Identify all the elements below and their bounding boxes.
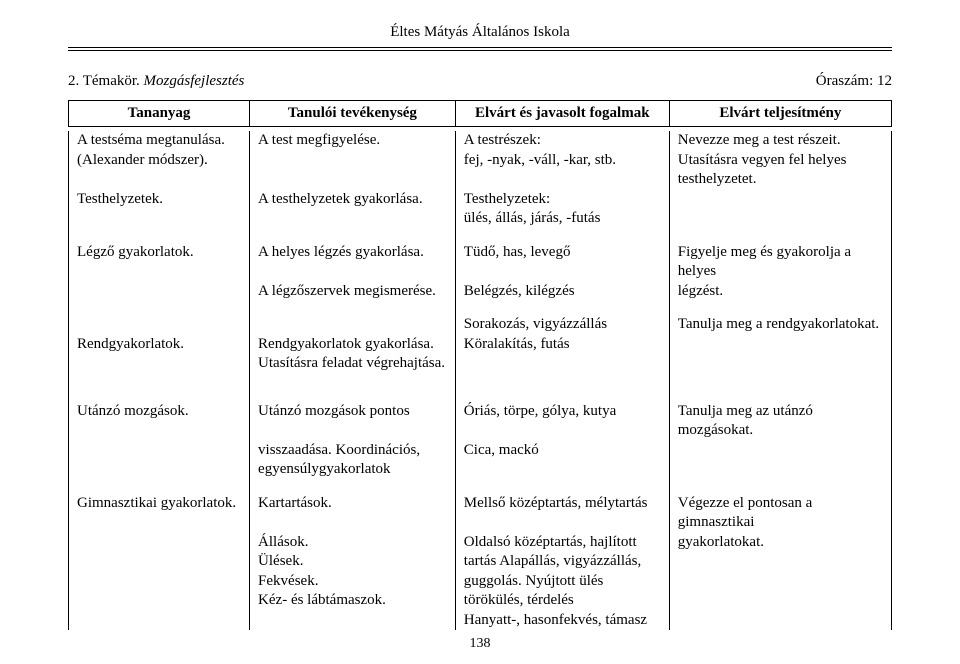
cell [69, 170, 250, 190]
cell: guggolás. Nyújtott ülés [455, 572, 669, 592]
cell [250, 151, 456, 171]
cell: Kartartások. [250, 494, 456, 533]
topic-label: 2. Témakör. [68, 73, 140, 89]
cell: tartás Alapállás, vigyázzállás, [455, 552, 669, 572]
cell: Hanyatt-, hasonfekvés, támasz [455, 611, 669, 631]
topic-name: Mozgásfejlesztés [144, 73, 245, 89]
header-table: Tananyag Tanulói tevékenység Elvárt és j… [68, 100, 892, 127]
cell [669, 190, 891, 210]
cell: testhelyzetet. [669, 170, 891, 190]
cell: Mellső középtartás, mélytartás [455, 494, 669, 533]
cell [669, 552, 891, 572]
cell [455, 460, 669, 480]
cell: ülés, állás, járás, -futás [455, 209, 669, 229]
cell: légzést. [669, 282, 891, 302]
hours-label: Óraszám: 12 [816, 73, 892, 90]
cell: A testrészek: [455, 131, 669, 151]
cell: A helyes légzés gyakorlása. [250, 243, 456, 282]
cell: Fekvések. [250, 572, 456, 592]
col-header-3: Elvárt és javasolt fogalmak [455, 101, 669, 127]
cell: A testséma megtanulása. [69, 131, 250, 151]
cell: Tanulja meg a rendgyakorlatokat. [669, 315, 891, 335]
cell [250, 209, 456, 229]
cell [69, 591, 250, 611]
cell: A test megfigyelése. [250, 131, 456, 151]
school-name: Éltes Mátyás Általános Iskola [68, 24, 892, 41]
cell [455, 354, 669, 374]
cell [69, 611, 250, 631]
cell: Rendgyakorlatok gyakorlása. [250, 335, 456, 355]
cell: A testhelyzetek gyakorlása. [250, 190, 456, 210]
cell: Rendgyakorlatok. [69, 335, 250, 355]
cell: A légzőszervek megismerése. [250, 282, 456, 302]
cell: Végezze el pontosan a gimnasztikai [669, 494, 891, 533]
cell: Gimnasztikai gyakorlatok. [69, 494, 250, 533]
cell [669, 591, 891, 611]
cell: egyensúlygyakorlatok [250, 460, 456, 480]
cell: Utánzó mozgások pontos [250, 402, 456, 441]
cell: visszaadása. Koordinációs, [250, 441, 456, 461]
cell [69, 209, 250, 229]
cell [669, 572, 891, 592]
cell [69, 354, 250, 374]
cell: Testhelyzetek. [69, 190, 250, 210]
cell: Utánzó mozgások. [69, 402, 250, 441]
cell [669, 611, 891, 631]
cell: fej, -nyak, -váll, -kar, stb. [455, 151, 669, 171]
cell: Nevezze meg a test részeit. [669, 131, 891, 151]
cell [669, 441, 891, 461]
col-header-2: Tanulói tevékenység [250, 101, 456, 127]
cell: Ülések. [250, 552, 456, 572]
cell [250, 170, 456, 190]
cell: Óriás, törpe, gólya, kutya [455, 402, 669, 441]
cell [69, 441, 250, 461]
cell: Cica, mackó [455, 441, 669, 461]
cell [69, 315, 250, 335]
header-rule [68, 47, 892, 51]
cell: Kéz- és lábtámaszok. [250, 591, 456, 611]
cell [669, 354, 891, 374]
cell [69, 460, 250, 480]
cell [69, 552, 250, 572]
col-header-1: Tananyag [69, 101, 250, 127]
page-number: 138 [0, 636, 960, 652]
cell: törökülés, térdelés [455, 591, 669, 611]
cell [669, 209, 891, 229]
cell: Köralakítás, futás [455, 335, 669, 355]
cell [69, 282, 250, 302]
cell: Légző gyakorlatok. [69, 243, 250, 282]
cell: Belégzés, kilégzés [455, 282, 669, 302]
cell [669, 335, 891, 355]
cell: (Alexander módszer). [69, 151, 250, 171]
cell [69, 572, 250, 592]
cell [250, 611, 456, 631]
cell: gyakorlatokat. [669, 533, 891, 553]
col-header-4: Elvárt teljesítmény [669, 101, 891, 127]
body-table: A testséma megtanulása.A test megfigyelé… [68, 131, 892, 630]
cell: Állások. [250, 533, 456, 553]
cell [455, 170, 669, 190]
cell: Sorakozás, vigyázzállás [455, 315, 669, 335]
topic-row: 2. Témakör. Mozgásfejlesztés Óraszám: 12 [68, 73, 892, 90]
cell: Utasításra vegyen fel helyes [669, 151, 891, 171]
cell: Oldalsó középtartás, hajlított [455, 533, 669, 553]
cell [669, 460, 891, 480]
cell: Tüdő, has, levegő [455, 243, 669, 282]
cell: Utasításra feladat végrehajtása. [250, 354, 456, 374]
cell [250, 315, 456, 335]
cell [69, 533, 250, 553]
cell: Figyelje meg és gyakorolja a helyes [669, 243, 891, 282]
cell: Testhelyzetek: [455, 190, 669, 210]
cell: Tanulja meg az utánzó mozgásokat. [669, 402, 891, 441]
